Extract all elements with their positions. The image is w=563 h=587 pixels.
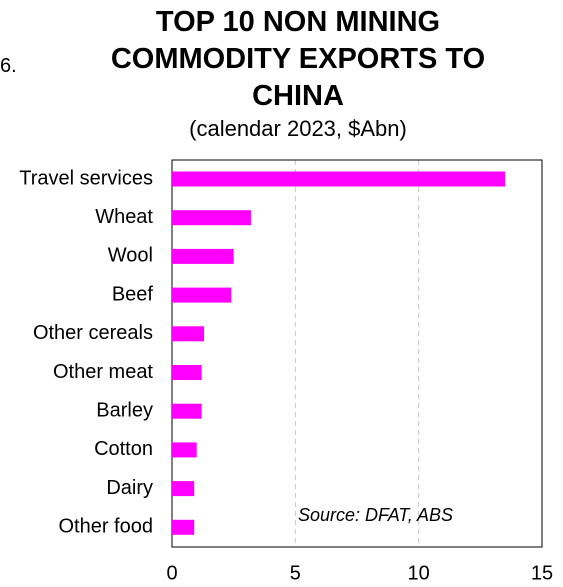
bar bbox=[172, 326, 205, 342]
y-tick-label: Cotton bbox=[94, 438, 153, 460]
x-tick-label: 5 bbox=[290, 562, 301, 584]
cropped-text: 6. bbox=[0, 55, 17, 77]
y-tick-label: Travel services bbox=[19, 167, 153, 189]
source-note: Source: DFAT, ABS bbox=[298, 505, 453, 525]
bar bbox=[172, 481, 195, 497]
bar bbox=[172, 287, 232, 303]
y-tick-label: Beef bbox=[112, 283, 154, 305]
bar bbox=[172, 519, 195, 535]
y-tick-label: Barley bbox=[96, 399, 153, 421]
x-tick-label: 0 bbox=[166, 562, 177, 584]
x-tick-label: 10 bbox=[408, 562, 430, 584]
y-tick-label: Dairy bbox=[106, 477, 153, 499]
bar bbox=[172, 171, 505, 187]
y-tick-label: Wheat bbox=[95, 206, 153, 228]
y-tick-label: Other cereals bbox=[33, 322, 153, 344]
bar bbox=[172, 365, 202, 380]
y-tick-label: Wool bbox=[108, 245, 153, 267]
bar bbox=[172, 442, 197, 458]
y-tick-label: Other food bbox=[58, 516, 153, 538]
y-tick-label: Other meat bbox=[53, 361, 153, 383]
chart-title: TOP 10 NON MINING COMMODITY EXPORTS TO C… bbox=[110, 6, 486, 112]
bar bbox=[172, 403, 202, 419]
chart-subtitle: (calendar 2023, $Abn) bbox=[189, 116, 407, 141]
plot-frame bbox=[171, 159, 543, 548]
bar bbox=[172, 248, 234, 264]
x-tick-label: 15 bbox=[531, 562, 553, 584]
bar bbox=[172, 210, 251, 226]
